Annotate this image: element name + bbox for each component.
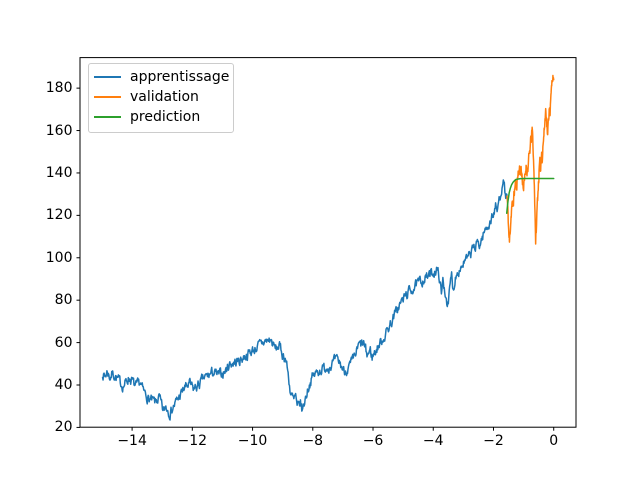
x-tick-label: −4	[422, 433, 444, 450]
x-tick-label: −2	[483, 433, 504, 450]
y-tick-label: 120	[45, 207, 73, 224]
y-tick-label: 60	[54, 334, 73, 351]
legend-item-validation: validation	[94, 87, 227, 107]
x-tick-label: −10	[237, 433, 268, 450]
legend-item-prediction: prediction	[94, 107, 227, 127]
y-tick-label: 20	[54, 419, 73, 436]
legend-item-apprentissage: apprentissage	[94, 67, 230, 87]
y-tick-label: 40	[54, 377, 73, 393]
legend-line-sample-validation	[94, 96, 121, 98]
legend: apprentissage validation prediction	[88, 63, 234, 133]
legend-label-prediction: prediction	[130, 109, 201, 125]
series-line-validation	[506, 74, 555, 245]
x-tick-label: −8	[302, 433, 324, 450]
x-tick-label: 0	[549, 433, 559, 450]
legend-label-validation: validation	[130, 89, 199, 105]
y-tick-label: 160	[45, 122, 73, 139]
series-line-apprentissage	[101, 179, 508, 421]
x-tick-label: −14	[117, 433, 147, 450]
series-line-prediction	[505, 177, 555, 214]
legend-line-sample-prediction	[94, 116, 121, 118]
axes-spines	[79, 57, 577, 428]
x-tick-label: −12	[177, 433, 208, 450]
y-tick-label: 80	[54, 292, 73, 309]
legend-label-apprentissage: apprentissage	[130, 69, 230, 85]
legend-line-sample-apprentissage	[94, 76, 121, 78]
x-tick-label: −6	[362, 433, 384, 450]
y-tick-label: 100	[45, 249, 73, 266]
y-tick-label: 180	[45, 80, 73, 97]
y-tick-label: 140	[45, 164, 73, 181]
